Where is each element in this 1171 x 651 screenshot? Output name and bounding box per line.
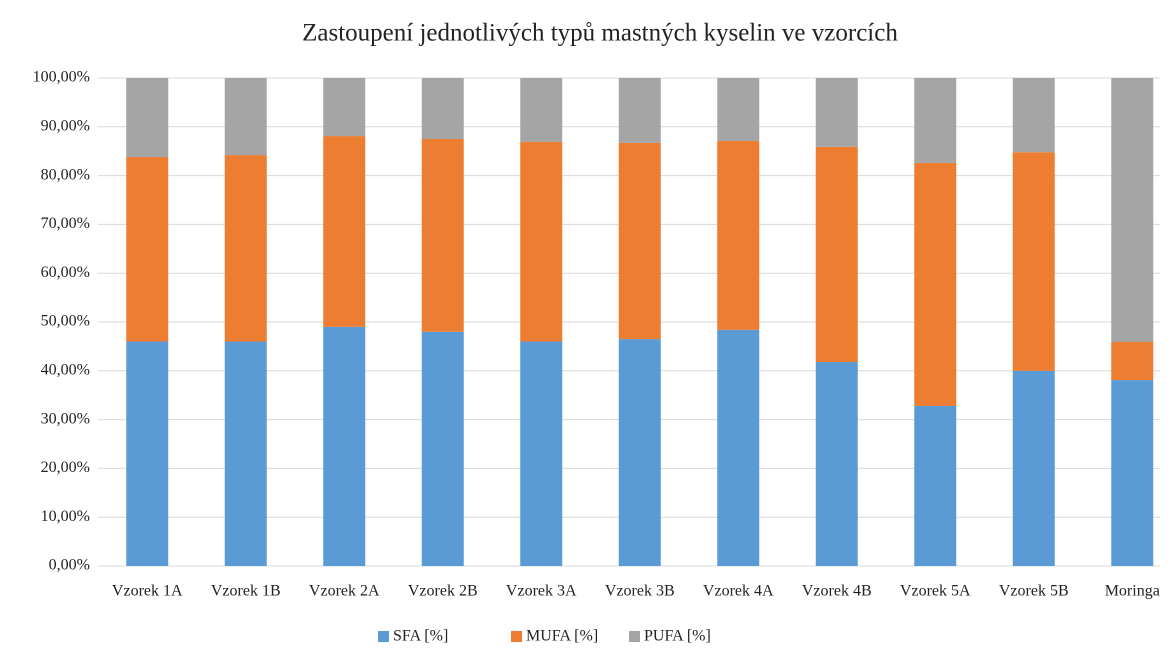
legend-label: PUFA [%] bbox=[644, 628, 711, 645]
bar-segment bbox=[323, 78, 366, 137]
bar-segment bbox=[421, 78, 464, 139]
bar-segment bbox=[520, 78, 563, 142]
bar-segment bbox=[1012, 78, 1055, 153]
y-tick-label: 70,00% bbox=[41, 215, 90, 232]
bar-segment bbox=[323, 326, 366, 566]
bar-segment bbox=[914, 162, 957, 406]
bar-segment bbox=[717, 140, 760, 330]
legend-swatch bbox=[629, 631, 640, 642]
y-tick-label: 100,00% bbox=[33, 69, 90, 86]
bar-segment bbox=[421, 331, 464, 566]
bar-segment bbox=[618, 339, 661, 566]
bar-segment bbox=[618, 142, 661, 340]
y-tick-label: 10,00% bbox=[41, 508, 90, 525]
bar-segment bbox=[618, 78, 661, 143]
y-tick-label: 90,00% bbox=[41, 117, 90, 134]
x-tick-label: Vzorek 4B bbox=[802, 583, 872, 600]
x-tick-label: Vzorek 1A bbox=[112, 583, 183, 600]
bar-segment bbox=[815, 146, 858, 363]
bar-segment bbox=[126, 157, 169, 342]
x-tick-label: Vzorek 1B bbox=[211, 583, 281, 600]
y-tick-label: 60,00% bbox=[41, 264, 90, 281]
bar-segment bbox=[717, 78, 760, 141]
bar-segment bbox=[126, 78, 169, 158]
bar-segment bbox=[323, 136, 366, 327]
x-tick-label: Moringa bbox=[1105, 583, 1160, 600]
bar-segment bbox=[1111, 78, 1154, 343]
legend-swatch bbox=[511, 631, 522, 642]
bar-segment bbox=[126, 341, 169, 566]
x-tick-label: Vzorek 5A bbox=[900, 583, 971, 600]
x-tick-label: Vzorek 5B bbox=[999, 583, 1069, 600]
bar-segment bbox=[1012, 152, 1055, 371]
x-tick-label: Vzorek 2B bbox=[408, 583, 478, 600]
bar-segment bbox=[520, 141, 563, 342]
bar-segment bbox=[224, 78, 267, 156]
x-tick-label: Vzorek 3B bbox=[605, 583, 675, 600]
x-tick-label: Vzorek 4A bbox=[703, 583, 774, 600]
bar-segment bbox=[914, 405, 957, 566]
bar-segment bbox=[815, 78, 858, 147]
bar-segment bbox=[914, 78, 957, 163]
bar-segment bbox=[815, 362, 858, 566]
y-tick-label: 30,00% bbox=[41, 410, 90, 427]
legend-label: MUFA [%] bbox=[526, 628, 598, 645]
bar-segment bbox=[224, 341, 267, 566]
bar-segment bbox=[421, 139, 464, 332]
bar-segment bbox=[224, 155, 267, 342]
legend-swatch bbox=[378, 631, 389, 642]
y-tick-label: 40,00% bbox=[41, 361, 90, 378]
legend-label: SFA [%] bbox=[393, 628, 448, 645]
y-tick-label: 20,00% bbox=[41, 459, 90, 476]
y-tick-label: 50,00% bbox=[41, 313, 90, 330]
bar-segment bbox=[1111, 342, 1154, 381]
x-tick-label: Vzorek 2A bbox=[309, 583, 380, 600]
x-tick-label: Vzorek 3A bbox=[506, 583, 577, 600]
bar-segment bbox=[1111, 380, 1154, 566]
chart-title: Zastoupení jednotlivých typů mastných ky… bbox=[302, 20, 898, 47]
bar-segment bbox=[1012, 370, 1055, 566]
y-tick-label: 0,00% bbox=[49, 557, 90, 574]
bar-segment bbox=[717, 329, 760, 566]
y-tick-label: 80,00% bbox=[41, 166, 90, 183]
bar-segment bbox=[520, 341, 563, 566]
